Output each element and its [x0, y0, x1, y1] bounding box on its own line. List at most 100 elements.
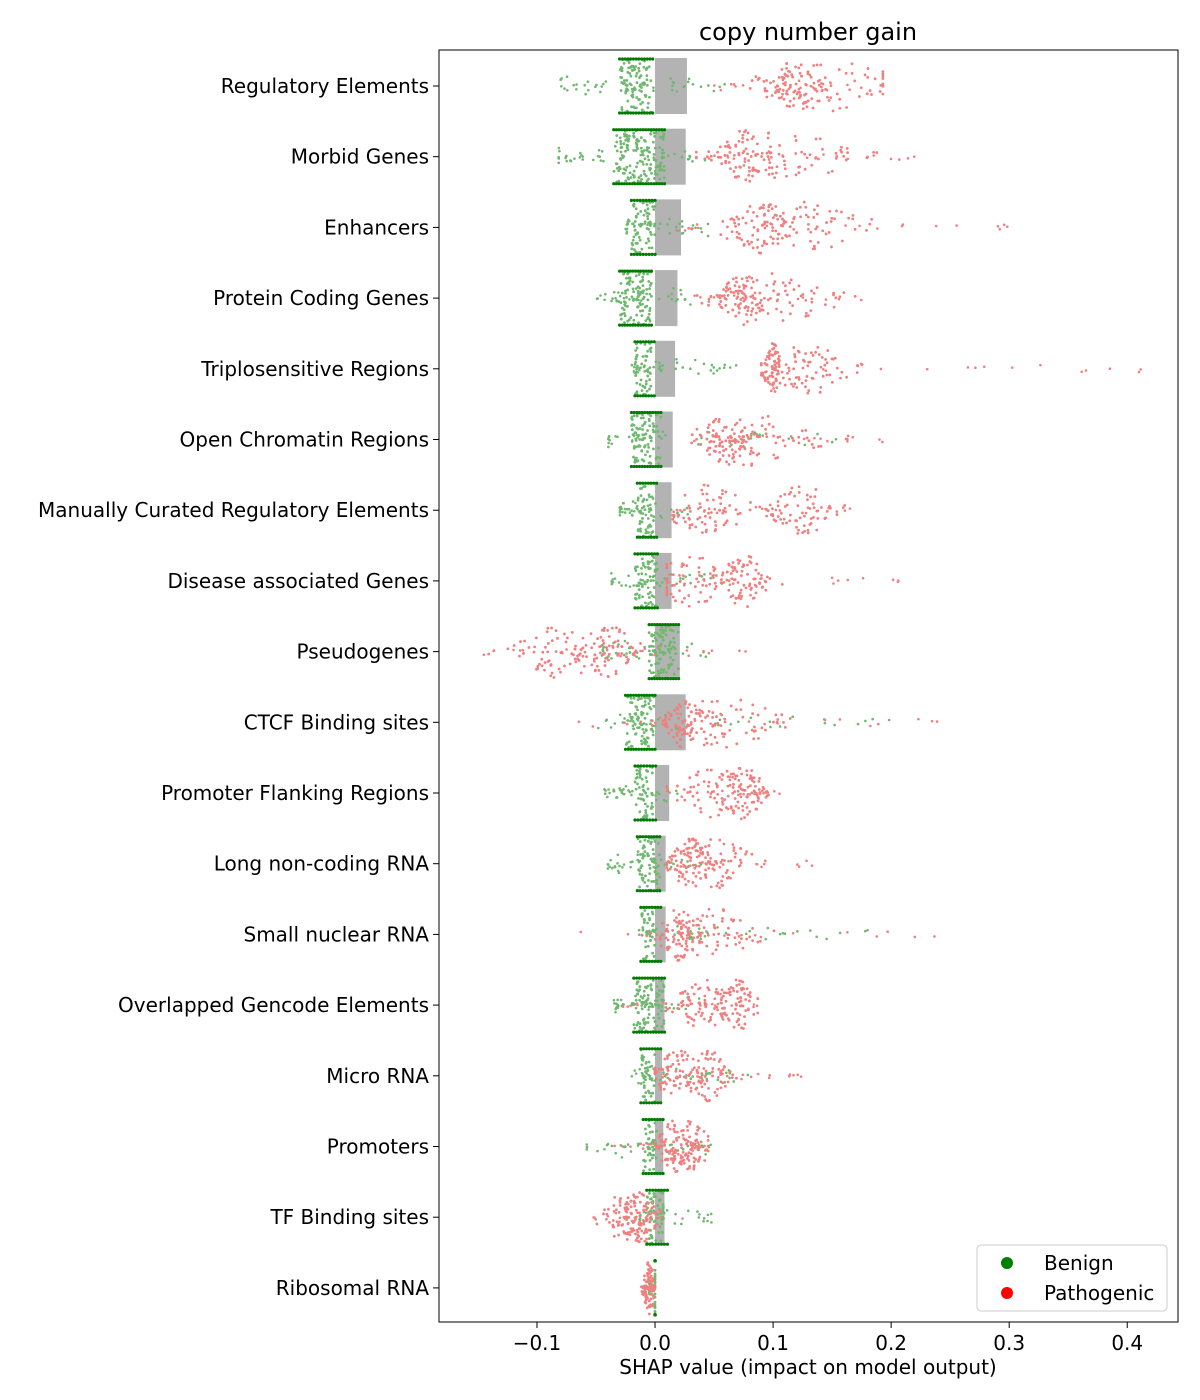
benign-point [659, 415, 663, 419]
benign-point [676, 1149, 680, 1152]
pathogenic-point [731, 843, 735, 846]
benign-point [625, 79, 629, 82]
benign-point [651, 530, 655, 534]
pathogenic-point [1039, 363, 1042, 367]
pathogenic-point [549, 663, 553, 667]
benign-point [646, 787, 650, 791]
benign-point [673, 1222, 677, 1225]
pathogenic-point [738, 591, 742, 595]
pathogenic-point [707, 866, 711, 870]
benign-point [641, 876, 645, 880]
pathogenic-point [815, 509, 819, 513]
benign-point [655, 172, 659, 176]
pathogenic-point [746, 239, 750, 243]
pathogenic-point [733, 493, 737, 497]
pathogenic-point [713, 567, 717, 571]
pathogenic-point [779, 310, 783, 314]
pathogenic-point [835, 510, 839, 513]
pathogenic-point [591, 725, 595, 728]
benign-point [639, 153, 643, 157]
pathogenic-point [826, 439, 829, 443]
pathogenic-point [715, 293, 719, 297]
benign-point [648, 669, 652, 673]
benign-point [645, 884, 649, 888]
pathogenic-point [838, 106, 842, 110]
pathogenic-point [765, 575, 769, 579]
pathogenic-point [747, 720, 751, 723]
pathogenic-point [661, 1001, 665, 1005]
pathogenic-point [643, 1239, 647, 1243]
pathogenic-point [705, 1051, 709, 1055]
benign-point [644, 513, 648, 517]
pathogenic-point [794, 173, 798, 177]
pathogenic-point [719, 1086, 723, 1090]
pathogenic-point [685, 921, 689, 925]
pathogenic-point [680, 1054, 684, 1058]
pathogenic-point [683, 877, 687, 881]
benign-point [639, 290, 643, 294]
benign-point [657, 1030, 661, 1034]
pathogenic-point [744, 440, 748, 444]
pathogenic-point [618, 630, 621, 634]
pathogenic-point [766, 155, 770, 159]
benign-point [636, 552, 640, 556]
benign-point [649, 600, 653, 604]
pathogenic-point [751, 451, 755, 455]
benign-point [635, 252, 639, 256]
pathogenic-point [797, 490, 801, 494]
pathogenic-point [819, 506, 823, 509]
pathogenic-point [930, 719, 934, 723]
pathogenic-point [800, 511, 804, 515]
pathogenic-point [694, 1012, 698, 1016]
pathogenic-point [774, 377, 778, 381]
benign-point [623, 303, 626, 306]
benign-point [661, 638, 665, 642]
benign-point [655, 999, 659, 1003]
pathogenic-point [685, 1125, 689, 1128]
pathogenic-point [715, 715, 718, 718]
benign-point [635, 81, 639, 85]
benign-point [654, 764, 658, 768]
benign-point [637, 1030, 641, 1034]
benign-point [630, 416, 634, 420]
pathogenic-point [728, 287, 732, 291]
benign-point [627, 219, 631, 223]
pathogenic-point [780, 236, 784, 240]
benign-point [620, 1156, 624, 1159]
benign-point [658, 584, 662, 588]
pathogenic-point [703, 998, 707, 1002]
pathogenic-point [785, 92, 789, 96]
pathogenic-point [746, 320, 749, 323]
benign-point [634, 207, 638, 211]
pathogenic-point [797, 435, 801, 439]
pathogenic-point [793, 382, 797, 386]
benign-point [615, 149, 619, 153]
pathogenic-point [798, 516, 802, 520]
pathogenic-point [685, 649, 689, 652]
benign-point [647, 239, 651, 243]
benign-point [603, 298, 606, 302]
pathogenic-point [621, 1005, 625, 1008]
pathogenic-point [720, 988, 724, 992]
benign-point [625, 507, 629, 511]
benign-point [648, 319, 652, 323]
pathogenic-point [731, 561, 735, 564]
pathogenic-point [912, 155, 916, 158]
benign-point [636, 708, 639, 712]
benign-point [654, 794, 657, 797]
pathogenic-point [734, 143, 738, 147]
pathogenic-point [679, 705, 682, 709]
benign-point [625, 276, 628, 280]
pathogenic-point [759, 362, 763, 365]
pathogenic-point [777, 363, 781, 366]
pathogenic-point [597, 668, 601, 672]
pathogenic-point [674, 1149, 678, 1153]
pathogenic-point [765, 435, 769, 439]
benign-point [629, 65, 633, 69]
pathogenic-point [681, 1133, 685, 1137]
benign-point [612, 169, 616, 173]
benign-point [644, 1101, 649, 1105]
pathogenic-point [751, 166, 755, 170]
benign-point [653, 650, 657, 654]
benign-point [728, 1076, 731, 1080]
